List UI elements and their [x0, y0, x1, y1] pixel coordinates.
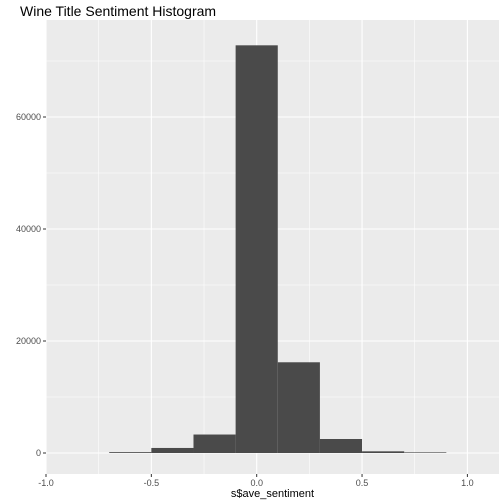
y-tick-label: 0: [36, 448, 41, 458]
y-axis-ticks: 0 20000 40000 60000: [16, 112, 46, 458]
histogram-bar: [193, 434, 236, 453]
x-axis-ticks: -1.0 -0.5 0.0 0.5 1.0: [38, 474, 474, 488]
histogram-bars: [109, 45, 447, 453]
y-tick-label: 40000: [16, 224, 41, 234]
x-axis-title: s$ave_sentiment: [231, 488, 314, 500]
x-tick-label: 0.0: [250, 478, 263, 488]
chart-title: Wine Title Sentiment Histogram: [20, 3, 217, 19]
histogram-bar: [235, 45, 278, 453]
histogram-bar: [362, 451, 405, 453]
y-tick-label: 60000: [16, 112, 41, 122]
y-tick-label: 20000: [16, 336, 41, 346]
histogram-bar: [319, 439, 363, 453]
x-tick-label: 1.0: [461, 478, 474, 488]
histogram-bar: [151, 447, 194, 453]
x-tick-label: -1.0: [38, 478, 54, 488]
x-tick-label: 0.5: [356, 478, 369, 488]
x-tick-label: -0.5: [144, 478, 160, 488]
histogram-bar: [109, 452, 152, 453]
histogram-bar: [404, 452, 447, 453]
histogram-bar: [277, 362, 320, 453]
